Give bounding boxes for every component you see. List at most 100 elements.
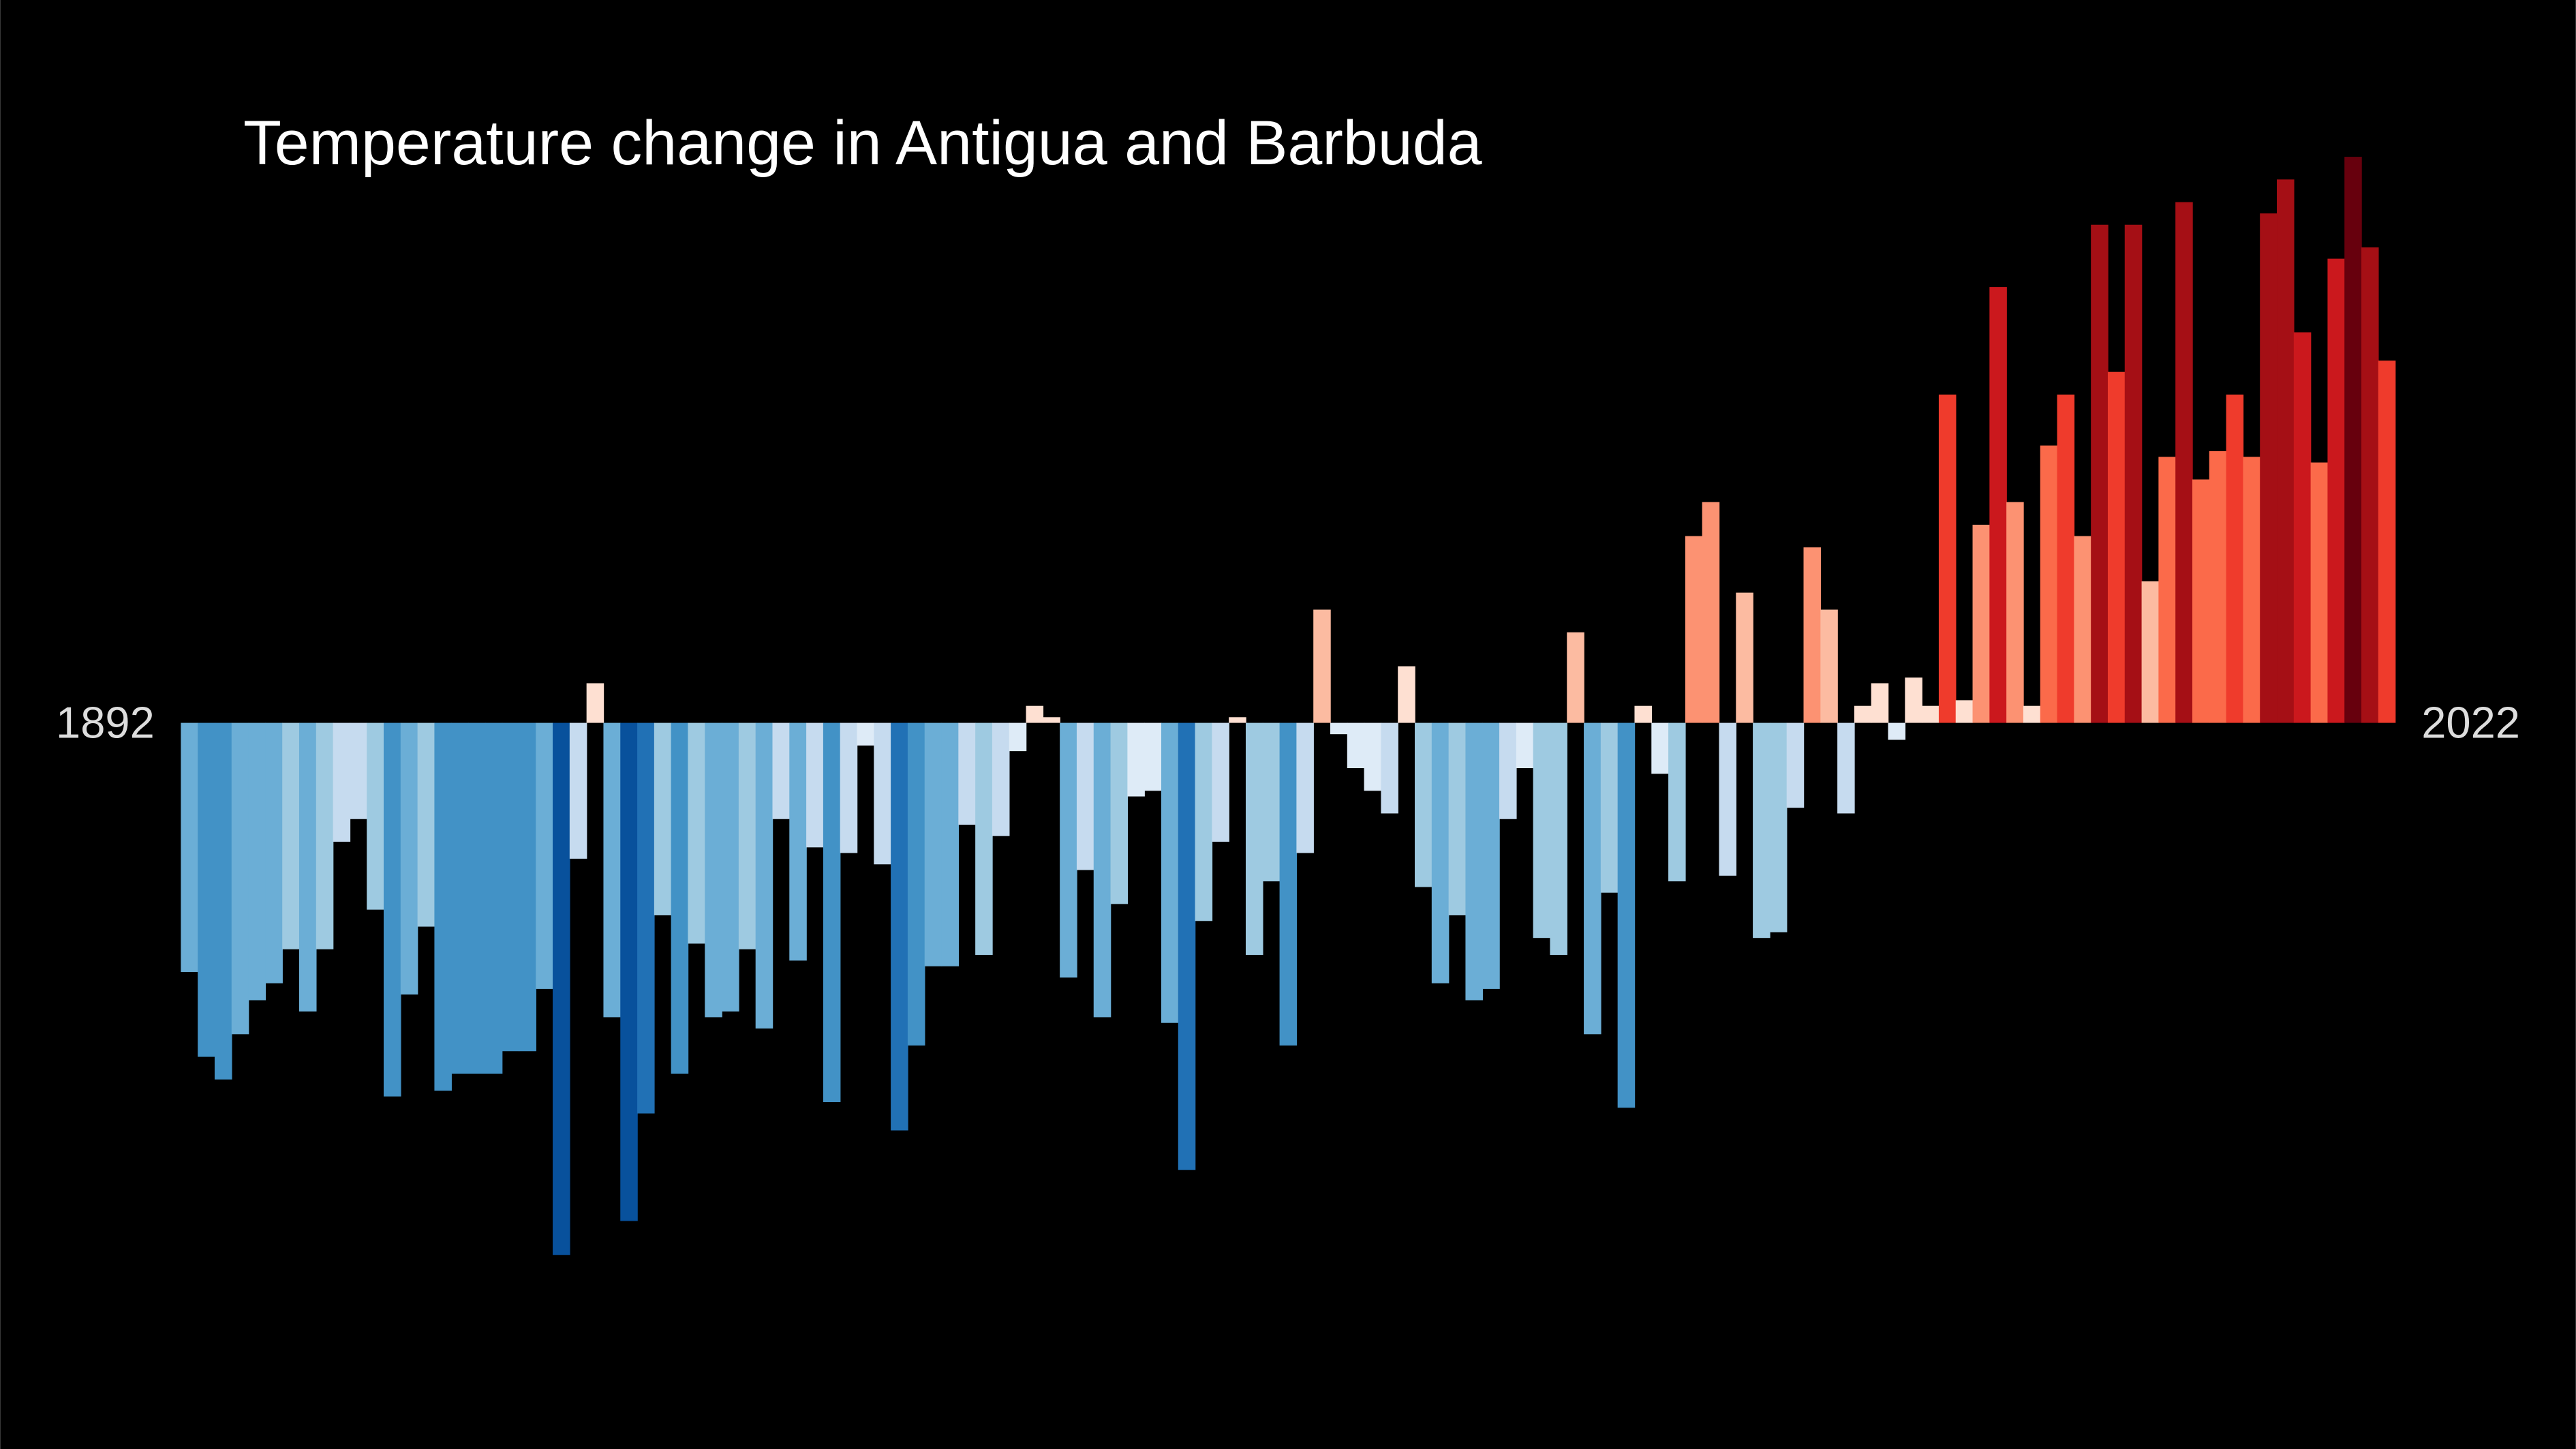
bar <box>2310 462 2329 723</box>
bar <box>975 722 993 956</box>
bar <box>2074 536 2091 723</box>
bar <box>2091 224 2109 723</box>
bar <box>2158 457 2176 723</box>
bar <box>2040 445 2058 723</box>
bar <box>806 722 824 848</box>
bar <box>519 722 536 1052</box>
bar <box>1144 722 1162 791</box>
bar <box>2175 202 2193 723</box>
bar <box>1955 700 1974 723</box>
bar <box>1296 722 1314 853</box>
bar <box>840 722 858 853</box>
bar <box>1651 722 1669 774</box>
bar <box>722 722 739 1012</box>
bar <box>2361 247 2379 723</box>
bar <box>2006 502 2024 723</box>
bar <box>1431 722 1450 983</box>
bar <box>1364 722 1382 791</box>
bar <box>333 722 351 842</box>
bar <box>1465 722 1483 1001</box>
bar <box>1769 722 1788 932</box>
bar <box>1110 722 1129 904</box>
bar <box>1685 536 1703 723</box>
bar <box>265 722 283 983</box>
bar <box>586 683 604 723</box>
bar <box>891 722 908 1131</box>
bar <box>1719 722 1737 876</box>
bar <box>2141 581 2160 723</box>
bar <box>1567 632 1584 723</box>
bar <box>1178 722 1196 1170</box>
bar <box>1313 609 1331 723</box>
bar <box>1161 722 1179 1023</box>
bar <box>1584 722 1601 1035</box>
bar <box>248 722 266 1001</box>
bar <box>1803 547 1822 723</box>
x-tick-label: 1892 <box>56 698 155 748</box>
bar <box>282 722 300 949</box>
bar <box>1871 683 1889 723</box>
bar <box>298 722 317 1012</box>
bar <box>620 722 638 1221</box>
bar <box>1905 677 1922 723</box>
bar <box>1854 705 1872 723</box>
bar <box>1262 722 1281 882</box>
bar <box>214 722 232 1080</box>
bar <box>688 722 706 944</box>
bar <box>2226 394 2244 723</box>
bar <box>772 722 791 819</box>
bar <box>2057 394 2075 723</box>
bar <box>738 722 756 949</box>
bar <box>1499 722 1517 819</box>
bar <box>367 722 384 910</box>
bar <box>1617 722 1636 1108</box>
bar <box>2293 332 2312 723</box>
bar <box>2124 224 2143 723</box>
bar <box>2344 157 2362 723</box>
bar <box>2378 361 2396 723</box>
bar <box>1076 722 1094 870</box>
bar <box>417 722 435 927</box>
bar <box>1279 722 1298 1046</box>
bar <box>789 722 807 961</box>
bar <box>671 722 689 1074</box>
bar <box>941 722 960 966</box>
bar <box>1229 717 1246 723</box>
bar <box>1786 722 1805 808</box>
bar <box>569 722 587 859</box>
bar <box>1753 722 1770 939</box>
bar <box>1736 592 1753 723</box>
bar <box>2243 457 2260 723</box>
bar <box>1347 722 1365 769</box>
bar <box>1381 722 1398 814</box>
bar <box>485 722 503 1074</box>
bar <box>907 722 925 1046</box>
bar <box>874 722 891 865</box>
bar <box>451 722 469 1074</box>
bar <box>1482 722 1500 989</box>
bar <box>502 722 520 1052</box>
bar <box>1668 722 1686 882</box>
bar <box>1127 722 1145 797</box>
bar <box>1938 394 1957 723</box>
bar <box>181 722 198 973</box>
bar <box>2023 705 2041 723</box>
bar <box>350 722 367 819</box>
bar <box>1398 666 1415 723</box>
bar <box>1600 722 1619 893</box>
bar <box>2107 371 2126 723</box>
bar <box>1533 722 1551 939</box>
bar <box>1516 722 1534 769</box>
bar <box>1245 722 1263 956</box>
bar <box>468 722 486 1074</box>
bar <box>1550 722 1567 956</box>
bar <box>1026 705 1044 723</box>
bar <box>654 722 672 915</box>
bar <box>2277 179 2295 723</box>
chart-title: Temperature change in Antigua and Barbud… <box>243 108 1482 178</box>
bar <box>536 722 553 989</box>
bar <box>2192 479 2210 723</box>
bar <box>2327 258 2345 723</box>
